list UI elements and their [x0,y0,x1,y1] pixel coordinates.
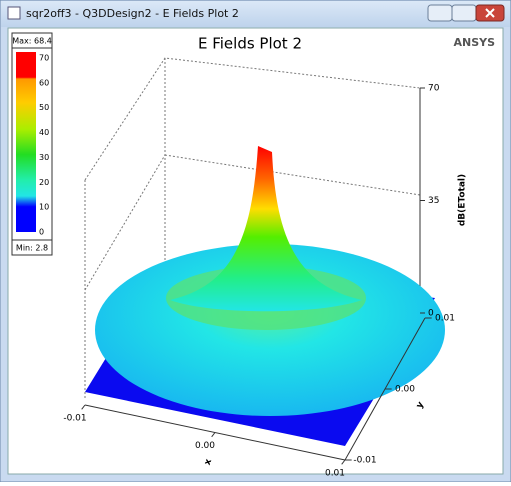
legend-tick-label: 30 [39,153,49,162]
legend-tick-label: 0 [39,228,44,237]
z-tick-label: 70 [428,84,440,94]
legend-min: Min: 2.8 [16,244,48,253]
x-axis-label: x [203,458,214,467]
legend-tick-label: 60 [39,78,49,87]
minimize-button[interactable] [427,4,453,22]
title-bar [1,1,510,27]
plot-title: E Fields Plot 2 [198,35,302,53]
x-axis-tick-label: -0.01 [63,414,86,424]
y-axis-tick-label: 0.01 [435,314,455,324]
x-axis-tick [81,404,86,410]
window-icon [7,6,21,20]
close-icon [485,8,495,18]
window-title: sqr2off3 - Q3DDesign2 - E Fields Plot 2 [26,7,239,20]
z-tick-label: 0 [428,309,434,319]
x-axis-tick [341,459,346,465]
color-bar [16,52,36,232]
legend-tick-label: 50 [39,103,49,112]
x-axis-tick-label: 0.00 [195,441,215,451]
box-frame [84,57,421,400]
x-axis-tick [211,432,216,438]
legend-max: Max: 68.4 [12,37,52,46]
legend-tick-label: 40 [39,128,49,137]
legend-tick-label: 20 [39,178,49,187]
x-axis-tick-label: 0.01 [325,469,345,479]
y-axis-tick-label: 0.00 [395,385,415,395]
brand: ANSYS [453,36,495,49]
legend-tick-label: 70 [39,54,49,63]
y-axis-label: y [415,400,427,410]
z-axis-label: dB(ETotal) [458,174,468,226]
legend-tick-label: 10 [39,203,49,212]
maximize-button[interactable] [451,4,477,22]
y-axis-tick-label: -0.01 [353,456,376,466]
z-tick-label: 35 [428,196,439,206]
surface-peak [170,146,362,312]
